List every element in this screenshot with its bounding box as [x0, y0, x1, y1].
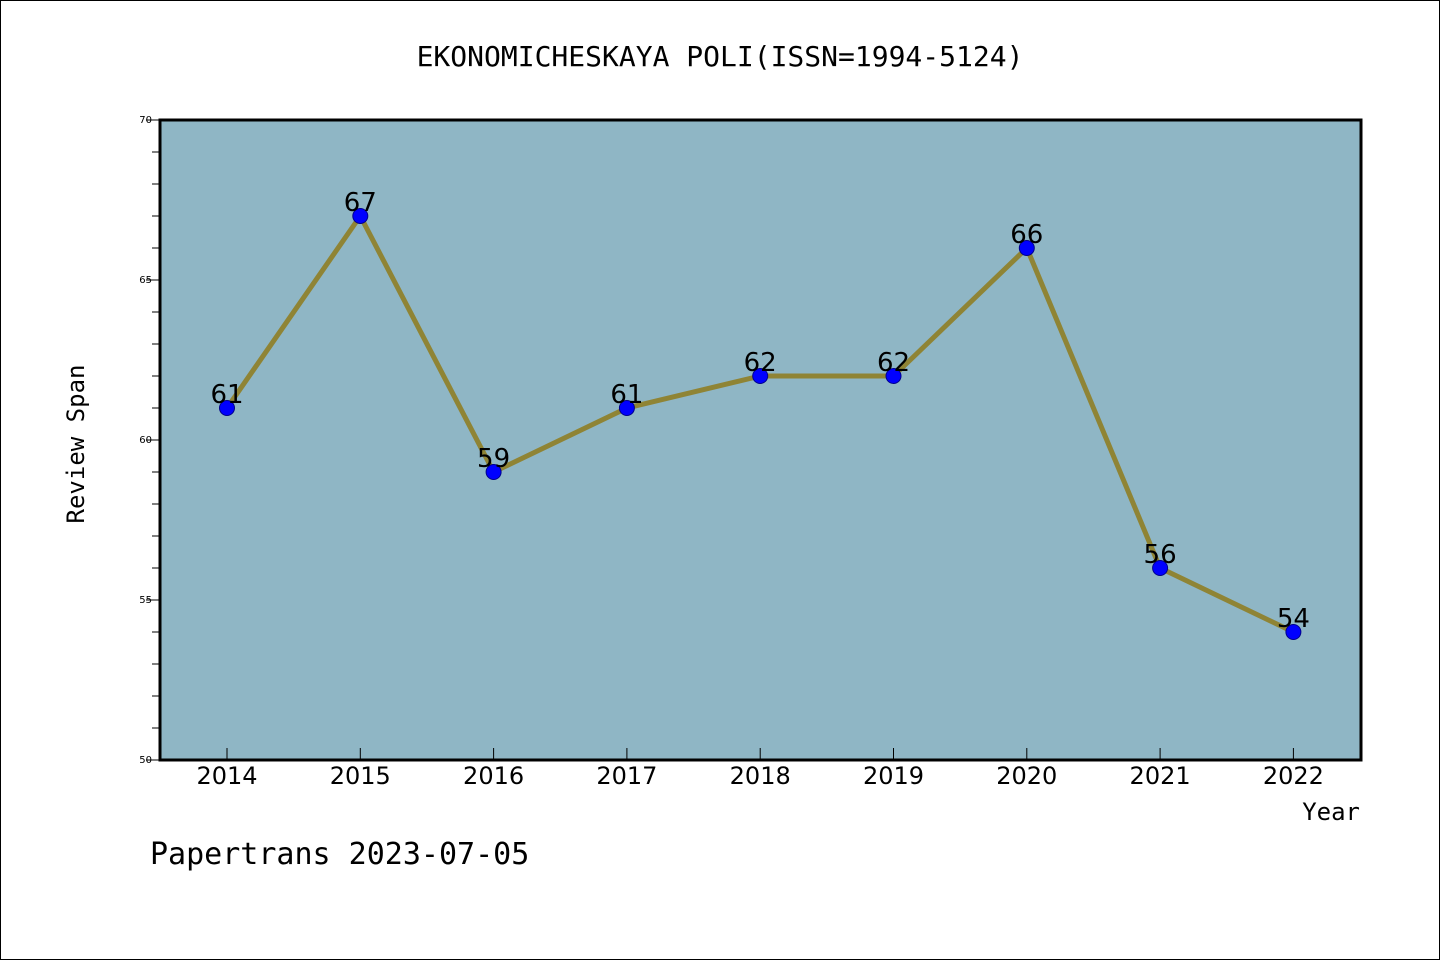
x-axis-label: Year	[1302, 798, 1360, 826]
data-point	[1285, 624, 1302, 640]
y-axis-label: Review Span	[62, 365, 90, 524]
x-tick-label: 2022	[1263, 762, 1324, 790]
x-tick-label: 2018	[730, 762, 791, 790]
x-tick-label: 2017	[596, 762, 657, 790]
x-tick-label: 2021	[1130, 762, 1191, 790]
data-label: 67	[344, 188, 377, 218]
data-label: 61	[610, 380, 643, 410]
plot-area	[158, 118, 1363, 762]
data-point	[1018, 240, 1035, 256]
data-point	[1152, 560, 1169, 576]
y-tick-label: 70	[139, 115, 152, 126]
x-tick-label: 2019	[863, 762, 924, 790]
y-tick-label: 50	[139, 755, 152, 766]
data-label: 54	[1277, 604, 1310, 634]
y-tick-label: 55	[139, 595, 152, 606]
x-tick-label: 2014	[196, 762, 257, 790]
data-label: 62	[877, 348, 910, 378]
data-label: 66	[1010, 220, 1043, 250]
data-series: 61 67 59 61 62 62 66 56 54	[210, 188, 1310, 640]
data-point	[885, 368, 902, 384]
data-point	[352, 208, 369, 224]
x-tick-label: 2015	[330, 762, 391, 790]
data-point	[752, 368, 769, 384]
chart-title: EKONOMICHESKAYA POLI(ISSN=1994-5124)	[417, 40, 1024, 73]
data-label: 56	[1144, 540, 1177, 570]
data-point	[618, 400, 635, 416]
y-tick-label: 60	[139, 435, 152, 446]
footer-credit: Papertrans 2023-07-05	[150, 837, 529, 872]
y-axis-ticks: 50 55 60 65 70	[139, 115, 160, 766]
x-tick-label: 2016	[463, 762, 524, 790]
data-label: 59	[477, 444, 510, 474]
data-point	[219, 400, 235, 416]
data-label: 62	[744, 348, 777, 378]
x-tick-label: 2020	[996, 762, 1057, 790]
x-axis-ticks: 2014 2015 2016 2017 2018 2019 2020 2021 2022	[196, 748, 1324, 790]
data-point	[485, 464, 502, 480]
y-tick-label: 65	[139, 275, 152, 286]
data-label: 61	[210, 380, 243, 410]
